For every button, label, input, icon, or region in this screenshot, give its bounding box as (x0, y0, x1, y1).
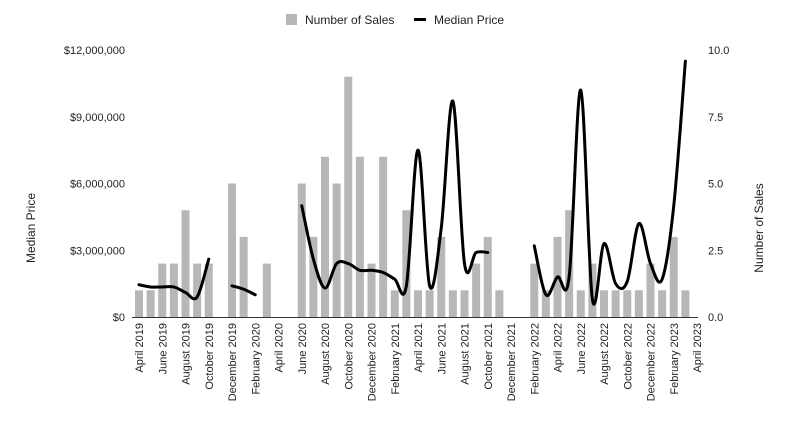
x-axis-tick-label: December 2020 (367, 323, 379, 401)
x-axis-tick-label: October 2021 (483, 323, 495, 390)
x-axis-tick-label: April 2021 (413, 323, 425, 373)
bar-number-of-sales (379, 156, 388, 317)
bar-number-of-sales (181, 210, 190, 317)
x-axis-tick-label: August 2019 (181, 323, 193, 385)
bar-number-of-sales (135, 290, 143, 317)
legend-swatch-number-of-sales (286, 14, 297, 25)
x-axis-tick-label: February 2022 (529, 323, 541, 395)
bar-number-of-sales (402, 210, 411, 317)
x-axis-tick-label: April 2022 (553, 323, 565, 373)
right-axis-tick-label: 0.0 (708, 312, 723, 324)
bar-number-of-sales (344, 76, 353, 317)
left-axis-tick-label: $3,000,000 (70, 245, 125, 257)
bar-number-of-sales (355, 156, 364, 317)
bar-number-of-sales (483, 236, 492, 317)
bar-number-of-sales (425, 290, 434, 317)
line-series-median-price (137, 59, 687, 306)
x-axis-tick-label: June 2022 (576, 323, 588, 374)
left-axis-tick-label: $9,000,000 (70, 112, 125, 124)
bar-number-of-sales (367, 263, 376, 317)
bar-number-of-sales (169, 263, 178, 317)
x-axis-tick-label: October 2022 (622, 323, 634, 390)
bar-number-of-sales (448, 290, 457, 317)
left-axis-ticks: $0 $3,000,000 $6,000,000 $9,000,000 $12,000,… (64, 45, 125, 324)
x-axis-tick-label: April 2019 (134, 323, 146, 373)
line-median-price (137, 257, 211, 301)
bar-number-of-sales (600, 290, 608, 317)
bar-number-of-sales (669, 236, 678, 317)
right-axis-title: Number of Sales (752, 183, 766, 272)
x-axis-tick-label: August 2021 (460, 323, 472, 385)
x-axis-tick-label: June 2019 (157, 323, 169, 374)
bar-number-of-sales (158, 263, 167, 317)
right-axis-tick-label: 5.0 (708, 179, 723, 191)
bar-number-of-sales (297, 183, 306, 317)
bar-number-of-sales (262, 263, 271, 317)
bar-number-of-sales (228, 183, 236, 317)
bar-number-of-sales (495, 290, 504, 317)
x-axis-tick-label: June 2020 (297, 323, 309, 374)
x-axis-tick-label: February 2021 (390, 323, 402, 395)
x-axis-tick-label: June 2021 (436, 323, 448, 374)
x-axis-tick-label: April 2023 (692, 323, 704, 373)
x-axis-tick-label: August 2020 (320, 323, 332, 385)
bar-number-of-sales (646, 263, 655, 317)
bar-number-of-sales (541, 290, 550, 317)
bar-number-of-sales (204, 263, 213, 317)
x-axis-tick-label: February 2020 (250, 323, 262, 395)
right-axis-tick-label: 2.5 (708, 245, 723, 257)
bar-number-of-sales (390, 290, 399, 317)
left-axis-tick-label: $6,000,000 (70, 179, 125, 191)
bar-number-of-sales (437, 236, 446, 317)
bar-number-of-sales (576, 290, 585, 317)
line-median-price (230, 284, 257, 297)
bar-number-of-sales (623, 290, 632, 317)
bar-number-of-sales (239, 236, 248, 317)
bar-number-of-sales (332, 183, 341, 317)
x-axis-tick-label: April 2020 (274, 323, 286, 373)
bar-number-of-sales (611, 290, 620, 317)
bar-number-of-sales (681, 290, 690, 317)
bar-number-of-sales (472, 263, 481, 317)
legend-label-number-of-sales: Number of Sales (305, 13, 394, 27)
bar-number-of-sales (146, 290, 155, 317)
x-axis-tick-label: October 2020 (343, 323, 355, 390)
bar-number-of-sales (634, 290, 643, 317)
left-axis-tick-label: $0 (113, 312, 125, 324)
line-median-price (532, 59, 687, 306)
bar-number-of-sales (414, 290, 422, 317)
bar-number-of-sales (658, 290, 667, 317)
right-axis-ticks: 0.0 2.5 5.0 7.5 10.0 (708, 45, 729, 324)
bar-number-of-sales (309, 236, 318, 317)
x-axis-tick-label: August 2022 (599, 323, 611, 385)
legend-label-median-price: Median Price (434, 13, 504, 27)
left-axis-tick-label: $12,000,000 (64, 45, 125, 57)
left-axis-title: Median Price (24, 193, 38, 263)
right-axis-tick-label: 10.0 (708, 45, 729, 57)
right-axis-tick-label: 7.5 (708, 112, 723, 124)
x-axis-tick-label: December 2021 (506, 323, 518, 401)
x-axis-tick-label: October 2019 (204, 323, 216, 390)
legend: Number of Sales Median Price (286, 13, 504, 27)
line-median-price (300, 99, 490, 296)
x-axis-tick-label: December 2022 (646, 323, 658, 401)
x-axis-ticks: April 2019 June 2019 August 2019 October 20… (134, 323, 704, 401)
bar-number-of-sales (321, 156, 329, 317)
bar-number-of-sales (530, 263, 539, 317)
bar-number-of-sales (193, 263, 202, 317)
x-axis-tick-label: December 2019 (227, 323, 239, 401)
bar-number-of-sales (460, 290, 469, 317)
x-axis-tick-label: February 2023 (669, 323, 681, 395)
